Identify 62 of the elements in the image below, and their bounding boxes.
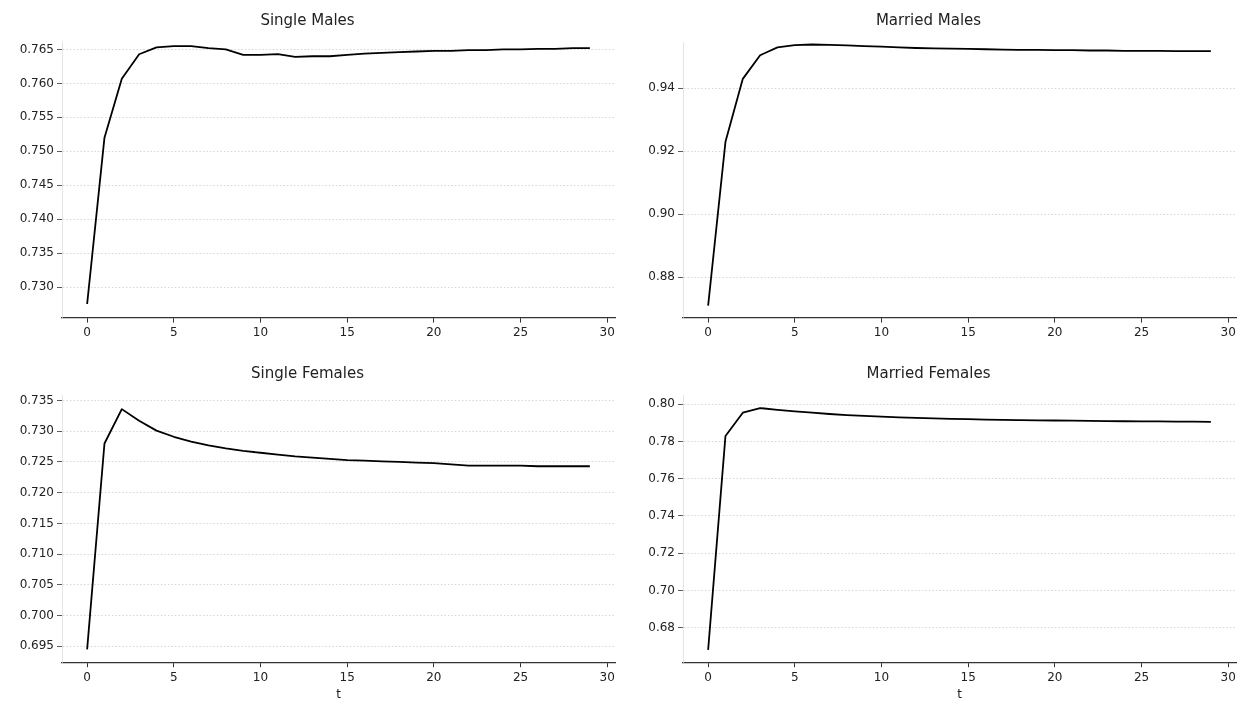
x-tick-label: 10 [252, 324, 269, 339]
y-tick-label: 0.715 [19, 515, 54, 530]
y-tick-label: 0.745 [19, 177, 54, 192]
x-tick-label: 30 [1220, 324, 1236, 339]
y-tick-label: 0.735 [19, 392, 54, 407]
y-tick-label: 0.710 [19, 546, 54, 561]
y-tick-label: 0.68 [648, 619, 675, 634]
y-tick-label: 0.78 [648, 433, 675, 448]
x-tick-label: 15 [339, 669, 355, 684]
chart-title: Married Males [875, 10, 982, 29]
x-tick-label: 30 [599, 324, 615, 339]
x-tick-label: 20 [426, 324, 442, 339]
y-tick-label: 0.92 [648, 143, 675, 158]
x-tick-label: 20 [426, 669, 442, 684]
x-tick-label: 0 [83, 669, 91, 684]
x-tick-label: 0 [704, 324, 712, 339]
x-tick-label: 15 [960, 324, 976, 339]
x-tick-label: 0 [704, 669, 712, 684]
x-tick-label: 5 [169, 669, 178, 684]
y-tick-label: 0.725 [19, 454, 54, 469]
x-tick-label: 30 [599, 669, 615, 684]
x-tick-label: 10 [873, 669, 890, 684]
x-tick-label: 25 [512, 324, 529, 339]
y-tick-label: 0.76 [648, 470, 675, 485]
y-tick-label: 0.74 [648, 508, 675, 523]
y-tick-label: 0.695 [19, 638, 54, 653]
x-tick-label: 15 [339, 324, 355, 339]
x-tick-label: 10 [252, 669, 269, 684]
x-axis-title: t [336, 686, 342, 701]
x-tick-label: 10 [873, 324, 890, 339]
y-tick-label: 0.705 [19, 576, 54, 591]
x-tick-label: 30 [1220, 669, 1236, 684]
x-tick-label: 25 [512, 669, 529, 684]
chart-title: Married Females [866, 363, 991, 382]
x-tick-label: 0 [83, 324, 91, 339]
y-tick-label: 0.88 [648, 269, 675, 284]
x-axis-title: t [957, 686, 963, 701]
x-tick-label: 15 [960, 669, 976, 684]
y-tick-label: 0.700 [19, 607, 54, 622]
y-tick-label: 0.755 [19, 109, 54, 124]
x-tick-label: 5 [790, 324, 799, 339]
y-tick-label: 0.94 [648, 80, 675, 95]
y-tick-label: 0.740 [19, 211, 54, 226]
x-tick-label: 20 [1047, 324, 1063, 339]
y-tick-label: 0.760 [19, 75, 54, 90]
x-tick-label: 25 [1133, 669, 1150, 684]
y-tick-label: 0.730 [19, 423, 54, 438]
chart-title: Single Males [260, 10, 355, 29]
y-tick-label: 0.70 [648, 582, 675, 597]
y-tick-label: 0.90 [648, 206, 675, 221]
x-tick-label: 25 [1133, 324, 1150, 339]
y-tick-label: 0.735 [19, 245, 54, 260]
x-tick-label: 5 [790, 669, 799, 684]
chart-title: Single Females [251, 363, 365, 382]
y-tick-label: 0.80 [648, 396, 675, 411]
y-tick-label: 0.72 [648, 545, 675, 560]
y-tick-label: 0.720 [19, 484, 54, 499]
x-tick-label: 20 [1047, 669, 1063, 684]
y-tick-label: 0.750 [19, 143, 54, 158]
x-tick-label: 5 [169, 324, 178, 339]
y-tick-label: 0.730 [19, 279, 54, 294]
y-tick-label: 0.765 [19, 41, 54, 56]
